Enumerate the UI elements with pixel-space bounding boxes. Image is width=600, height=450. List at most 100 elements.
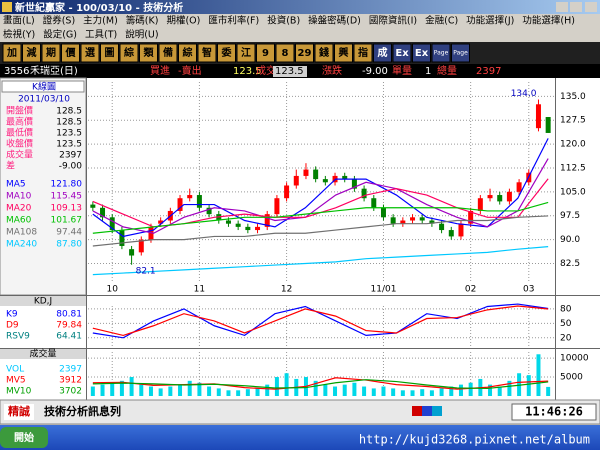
toolbar-button[interactable] bbox=[236, 43, 256, 63]
toolbar-button[interactable] bbox=[41, 43, 61, 63]
legend-name: MA10 bbox=[6, 192, 32, 202]
toolbar-button[interactable] bbox=[353, 43, 373, 63]
menu-item[interactable]: 主力(M) bbox=[83, 15, 118, 27]
start-button[interactable] bbox=[0, 427, 48, 448]
x-tick-label: 11 bbox=[194, 285, 205, 295]
clock-box bbox=[511, 403, 597, 421]
candle-body bbox=[439, 223, 445, 231]
info-label: 差 bbox=[6, 160, 15, 172]
y-tick-label: 135.0 bbox=[560, 92, 586, 102]
app-icon bbox=[2, 2, 12, 12]
minimize-button[interactable] bbox=[556, 2, 568, 12]
toolbar-label: 價 bbox=[65, 46, 77, 59]
volume-bar bbox=[100, 384, 105, 396]
menu-item[interactable]: 說明(U) bbox=[125, 29, 158, 41]
toolbar-button[interactable] bbox=[412, 43, 431, 63]
toolbar-button[interactable] bbox=[451, 43, 470, 63]
volume-bar bbox=[449, 386, 454, 396]
toolbar-button[interactable] bbox=[119, 43, 139, 63]
volume-bar bbox=[342, 384, 347, 396]
low-annotation: 82.1 bbox=[136, 266, 156, 276]
legend-value: 109.13 bbox=[51, 204, 83, 214]
menu-item[interactable]: 匯市利率(F) bbox=[208, 15, 259, 27]
info-value: 123.5 bbox=[56, 129, 82, 139]
legend-name: D9 bbox=[6, 321, 19, 331]
toolbar-button[interactable] bbox=[139, 43, 158, 63]
kd-header bbox=[0, 296, 86, 306]
legend-name: MA108 bbox=[6, 228, 37, 238]
volume-bar bbox=[178, 384, 183, 396]
toolbar-button[interactable] bbox=[197, 43, 217, 63]
candle-body bbox=[90, 204, 96, 208]
legend-value: 64.41 bbox=[56, 332, 82, 342]
toolbar-label: 類 bbox=[143, 46, 155, 59]
x-tick-label: 10 bbox=[106, 285, 118, 295]
volume-bar bbox=[333, 386, 338, 396]
volume-bar bbox=[439, 388, 444, 396]
candle-body bbox=[274, 198, 280, 215]
quote-field: 123.5 bbox=[233, 66, 262, 77]
legend-name: K9 bbox=[6, 310, 18, 320]
y-tick-label: 10000 bbox=[560, 354, 589, 364]
menu-item[interactable]: 檢視(Y) bbox=[3, 29, 35, 41]
toolbar-button[interactable] bbox=[178, 43, 197, 63]
status-message: 技術分析訊息列 bbox=[44, 404, 121, 418]
x-tick-label: 03 bbox=[523, 285, 534, 295]
menu-item[interactable]: 金融(C) bbox=[425, 15, 458, 27]
menu-item[interactable]: 國際資訊(I) bbox=[369, 15, 417, 27]
close-button[interactable] bbox=[585, 2, 597, 12]
toolbar-button[interactable] bbox=[2, 43, 22, 63]
menu-item[interactable]: 設定(G) bbox=[43, 29, 77, 41]
menu-item[interactable]: 投資(B) bbox=[267, 15, 300, 27]
toolbar-button[interactable] bbox=[373, 43, 392, 63]
toolbar-button[interactable] bbox=[158, 43, 178, 63]
volume-bar bbox=[313, 380, 318, 396]
y-tick-label: 5000 bbox=[560, 373, 583, 383]
quote-field: 成交 bbox=[256, 64, 276, 77]
toolbar-button[interactable] bbox=[100, 43, 119, 63]
candle-body bbox=[400, 220, 406, 224]
legend-name: MA5 bbox=[6, 180, 26, 190]
legend-value: 79.84 bbox=[56, 321, 82, 331]
volume-bar bbox=[517, 373, 522, 396]
toolbar-button[interactable] bbox=[275, 43, 295, 63]
toolbar-button[interactable] bbox=[295, 43, 314, 63]
menu-item[interactable]: 工具(T) bbox=[85, 30, 117, 41]
toolbar-label: 期 bbox=[46, 46, 56, 59]
maximize-button[interactable] bbox=[570, 2, 582, 12]
indicator bbox=[432, 406, 442, 416]
menu-item[interactable]: 功能選擇(J) bbox=[466, 15, 514, 27]
menu-item[interactable]: 證券(S) bbox=[43, 15, 75, 27]
quote-field: 2397 bbox=[476, 66, 501, 77]
toolbar-button[interactable] bbox=[314, 43, 334, 63]
toolbar-button[interactable] bbox=[217, 43, 236, 63]
volume-bar bbox=[352, 382, 357, 396]
toolbar-button[interactable] bbox=[22, 43, 41, 63]
toolbar-label: 8 bbox=[282, 48, 289, 59]
candle-body bbox=[448, 230, 454, 237]
candle-body bbox=[313, 169, 319, 180]
volume-bar bbox=[323, 384, 328, 396]
toolbar-button[interactable] bbox=[334, 43, 353, 63]
volume-bar bbox=[507, 380, 512, 396]
toolbar-label: 9 bbox=[262, 48, 269, 59]
toolbar-label: 備 bbox=[163, 46, 173, 59]
legend-name: MA240 bbox=[6, 240, 37, 250]
toolbar-button[interactable] bbox=[80, 43, 100, 63]
info-value: 128.5 bbox=[56, 107, 82, 117]
toolbar-label: 指 bbox=[358, 46, 368, 59]
toolbar-button[interactable] bbox=[61, 43, 80, 63]
menu-item[interactable]: 籌碼(K) bbox=[126, 15, 159, 27]
toolbar-button[interactable] bbox=[431, 43, 451, 63]
menu-item[interactable]: 畫面(L) bbox=[3, 15, 35, 27]
toolbar-button[interactable] bbox=[256, 43, 275, 63]
y-tick-label: 90.0 bbox=[560, 235, 580, 245]
menu-item[interactable]: 操盤密碼(D) bbox=[308, 15, 361, 27]
menu-item[interactable]: 期權(O) bbox=[166, 15, 200, 27]
candle-body bbox=[458, 223, 464, 237]
menu-item[interactable]: 功能選擇(H) bbox=[522, 15, 575, 27]
volume-bar bbox=[488, 384, 493, 396]
volume-bar bbox=[148, 386, 153, 396]
toolbar-button[interactable] bbox=[392, 43, 412, 63]
volume-bar bbox=[236, 390, 241, 396]
